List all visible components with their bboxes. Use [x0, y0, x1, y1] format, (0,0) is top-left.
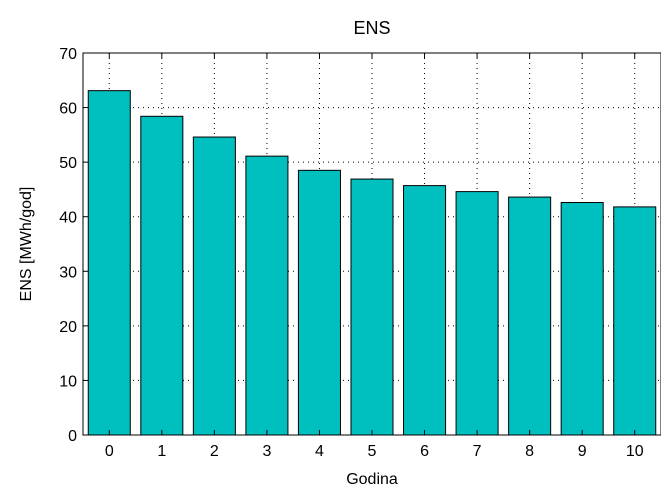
- x-tick-label: 5: [368, 443, 377, 460]
- y-tick-label: 50: [59, 155, 77, 172]
- x-tick-label: 4: [315, 443, 324, 460]
- x-tick-label: 10: [626, 443, 644, 460]
- bar-6: [403, 185, 447, 436]
- x-tick-label: 1: [157, 443, 166, 460]
- y-tick-label: 60: [59, 101, 77, 118]
- chart-title: ENS: [353, 18, 390, 38]
- bar-9: [560, 202, 604, 436]
- ticks: [83, 52, 636, 436]
- y-tick-label: 70: [59, 46, 77, 63]
- bar-2: [192, 136, 236, 436]
- y-tick-label: 30: [59, 264, 77, 281]
- x-tick-label: 8: [525, 443, 534, 460]
- y-axis-title: ENS [MWh/god]: [18, 187, 35, 302]
- x-axis-title: Godina: [346, 471, 398, 488]
- bar-7: [455, 191, 499, 436]
- y-tick-label: 0: [68, 428, 77, 445]
- x-tick-label: 3: [262, 443, 271, 460]
- bar-4: [297, 169, 341, 436]
- x-tick-label: 6: [420, 443, 429, 460]
- y-tick-label: 10: [59, 373, 77, 390]
- bar-1: [140, 115, 184, 436]
- bar-5: [350, 178, 394, 436]
- x-tick-labels: 0 1 2 3 4 5 6 7 8 9 10: [105, 443, 644, 460]
- x-tick-label: 0: [105, 443, 114, 460]
- x-tick-label: 9: [578, 443, 587, 460]
- x-tick-label: 2: [210, 443, 219, 460]
- bar-0: [87, 90, 131, 436]
- y-tick-label: 40: [59, 210, 77, 227]
- bars: [87, 90, 657, 436]
- bar-10: [613, 206, 657, 436]
- y-tick-label: 20: [59, 319, 77, 336]
- x-tick-label: 7: [473, 443, 482, 460]
- bar-8: [508, 196, 552, 436]
- bar-3: [245, 155, 289, 436]
- y-tick-labels: 0 10 20 30 40 50 60 70: [59, 46, 77, 445]
